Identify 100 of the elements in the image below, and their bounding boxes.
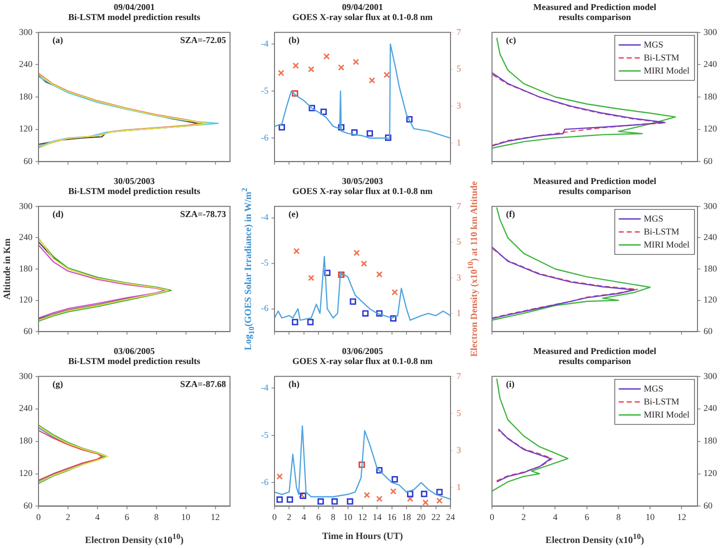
y-tick-label: 180 bbox=[19, 263, 33, 274]
y-tick-label: 300 bbox=[19, 370, 33, 381]
y-tick-label: 120 bbox=[19, 294, 33, 305]
chart-subtitle: GOES X-ray solar flux at 0.1-0.8 nm bbox=[292, 186, 433, 196]
y-tick-label: 180 bbox=[704, 91, 718, 102]
chart-title: 09/04/2001 bbox=[114, 2, 155, 12]
x-tick-label: 0 bbox=[36, 512, 42, 522]
chart-subtitle: Bi-LSTM model prediction results bbox=[68, 186, 200, 196]
x-tick-label: 6 bbox=[584, 512, 590, 522]
y-tick-label: 60 bbox=[704, 156, 713, 166]
y-tick-label: -4 bbox=[260, 38, 269, 49]
x-axis-title: Electron Density (x10$^{10}$) bbox=[545, 532, 644, 546]
annotation: (c) bbox=[506, 35, 516, 46]
x-axis-title: Electron Density (x10$^{10}$) bbox=[84, 532, 184, 546]
legend-label: Bi-LSTM bbox=[644, 226, 680, 236]
chart-title: Measured and Prediction model results comparison bbox=[532, 176, 658, 196]
y-tick-label: 300 bbox=[704, 200, 718, 211]
legend-label: MIRI Model bbox=[644, 409, 690, 420]
y-tick-label: 60 bbox=[24, 156, 33, 166]
y-tick-label: 300 bbox=[19, 26, 33, 37]
y-tick-label: 240 bbox=[704, 59, 718, 70]
y2-tick-label: 5 bbox=[456, 236, 462, 247]
x-tick-label: 10 bbox=[181, 512, 191, 522]
y-tick-label: -5 bbox=[260, 85, 269, 96]
y-tick-label: -6 bbox=[260, 303, 269, 314]
annotation: (b) bbox=[288, 35, 300, 46]
legend-label: MIRI Model bbox=[644, 65, 690, 76]
annotation: (f) bbox=[506, 209, 515, 220]
y-tick-label: -4 bbox=[260, 212, 269, 222]
x-tick-label: 12 bbox=[210, 512, 220, 522]
y-tick-label: 180 bbox=[704, 436, 718, 446]
legend-label: MGS bbox=[644, 213, 664, 224]
x-tick-label: 16 bbox=[387, 512, 397, 522]
legend-label: MGS bbox=[644, 383, 664, 394]
chart-title: 03/06/2005 bbox=[114, 346, 155, 356]
y2-tick-label: 3 bbox=[456, 272, 462, 282]
x-tick-label: 4 bbox=[552, 512, 558, 522]
y2-tick-label: 5 bbox=[456, 64, 462, 74]
x-tick-label: 8 bbox=[330, 512, 336, 522]
x-tick-label: 8 bbox=[616, 512, 622, 522]
x-tick-label: 14 bbox=[372, 512, 382, 522]
y-tick-label: 120 bbox=[704, 468, 718, 478]
x-tick-label: 10 bbox=[343, 512, 353, 522]
y2-tick-label: 7 bbox=[456, 370, 462, 381]
x-tick-label: 6 bbox=[316, 512, 322, 522]
y-tick-label: 60 bbox=[24, 326, 33, 336]
chart-subtitle: GOES X-ray solar flux at 0.1-0.8 nm bbox=[292, 12, 433, 22]
x-tick-label: 4 bbox=[95, 512, 100, 522]
chart-title: 09/04/2001 bbox=[342, 2, 383, 12]
y-tick-label: 300 bbox=[19, 200, 33, 211]
chart-title: 30/05/2003 bbox=[114, 176, 155, 186]
y-tick-label: 120 bbox=[704, 124, 718, 134]
y-tick-label: 180 bbox=[19, 436, 33, 446]
x-tick-label: 12 bbox=[677, 512, 686, 522]
chart-subtitle: GOES X-ray solar flux at 0.1-0.8 nm bbox=[292, 356, 433, 366]
x-tick-label: 8 bbox=[154, 512, 160, 522]
x-tick-label: 2 bbox=[521, 512, 526, 522]
y-tick-label: -6 bbox=[260, 476, 269, 487]
y-tick-label: -5 bbox=[260, 258, 269, 268]
annotation: (d) bbox=[52, 209, 64, 220]
annotation: (i) bbox=[506, 379, 514, 390]
x-tick-label: 2 bbox=[66, 512, 70, 522]
x-tick-label: 12 bbox=[358, 512, 367, 522]
y-tick-label: 240 bbox=[704, 232, 718, 242]
y-tick-label: 120 bbox=[704, 294, 718, 305]
legend-label: MIRI Model bbox=[644, 239, 690, 250]
x-tick-label: 4 bbox=[302, 512, 307, 522]
chart-title: Measured and Prediction model results comparison bbox=[532, 346, 658, 366]
x-tick-label: 2 bbox=[286, 512, 292, 522]
annotation: SZA=-87.68 bbox=[180, 379, 226, 390]
y-tick-label: 240 bbox=[19, 59, 33, 70]
chart-title: 03/06/2005 bbox=[342, 346, 383, 356]
y2-tick-label: 1 bbox=[456, 308, 461, 318]
annotation: SZA=-78.73 bbox=[180, 209, 226, 220]
y-tick-label: 120 bbox=[19, 124, 33, 134]
chart-title: 30/05/2003 bbox=[342, 176, 383, 186]
y2-tick-label: 5 bbox=[456, 408, 462, 418]
y2-tick-label: 3 bbox=[456, 444, 462, 455]
x-axis-title: Time in Hours (UT) bbox=[322, 532, 403, 542]
annotation: (h) bbox=[288, 379, 300, 390]
legend-label: Bi-LSTM bbox=[644, 52, 680, 62]
y-tick-label: 300 bbox=[704, 26, 718, 37]
x-tick-label: 10 bbox=[646, 512, 656, 522]
y-tick-label: 300 bbox=[704, 370, 718, 381]
y2-tick-label: 1 bbox=[456, 482, 461, 492]
x-tick-label: 24 bbox=[446, 512, 456, 522]
y2-tick-label: 7 bbox=[456, 200, 462, 211]
annotation: SZA=-72.05 bbox=[180, 35, 226, 46]
x-tick-label: 0 bbox=[272, 512, 278, 522]
x-tick-label: 22 bbox=[431, 512, 440, 522]
y2-tick-label: 7 bbox=[456, 26, 462, 37]
y-axis-title: Altitude in Km bbox=[3, 238, 13, 300]
chart-title: Measured and Prediction model results comparison bbox=[532, 2, 658, 22]
chart-subtitle: Bi-LSTM model prediction results bbox=[68, 356, 200, 366]
legend-label: MGS bbox=[644, 39, 664, 50]
x-tick-label: 20 bbox=[416, 512, 426, 522]
chart-subtitle: Bi-LSTM model prediction results bbox=[68, 12, 200, 22]
legend-label: Bi-LSTM bbox=[644, 396, 680, 406]
y-tick-label: 180 bbox=[19, 91, 33, 102]
y-tick-label: 60 bbox=[704, 500, 713, 511]
